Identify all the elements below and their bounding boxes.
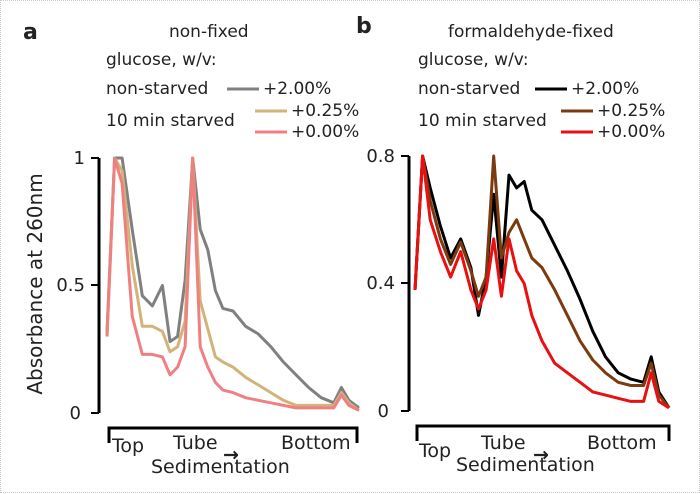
panel-b-x-bracket: [415, 424, 671, 441]
panel-a-legend-header: glucose, w/v:: [106, 50, 217, 70]
panel-b-letter: b: [356, 14, 372, 39]
y-axis-label: Absorbance at 260nm: [23, 173, 47, 394]
panel-b-xlabel-top: Top: [418, 440, 451, 462]
panel-b-ytick-0: 0: [378, 401, 389, 422]
panel-b-ytick-2: 0.8: [366, 146, 395, 167]
panel-b-ytick-1: 0.4: [366, 273, 395, 294]
panel-b-plot-area: [413, 154, 671, 410]
panel-a-xlabel-top: Top: [111, 435, 144, 457]
panel-b-group-starved: 10 min starved: [418, 111, 547, 131]
panel-a-x-bracket: [107, 426, 359, 443]
panel-a-series-025pct: [105, 156, 360, 412]
panel-a-ytick-0: 0: [70, 403, 81, 424]
panel-a-series-2pct: [105, 156, 360, 410]
panel-a-xlabel-sedimentation: Sedimentation: [151, 456, 290, 478]
panel-b-xlabel-bottom: Bottom: [587, 432, 657, 454]
panel-a-plot-area: [105, 156, 360, 412]
panel-b-legend-label-2pct: +2.00%: [571, 79, 639, 99]
panel-b-legend-label-025pct: +0.25%: [597, 101, 665, 121]
panel-a-legend-label-0pct: +0.00%: [291, 122, 359, 142]
panel-a-series-0pct: [105, 156, 360, 412]
panel-b-series-2pct: [413, 154, 671, 409]
panel-a-xlabel-tube: Tube: [172, 432, 218, 454]
panel-a-letter: a: [23, 20, 38, 45]
panel-b-series-0pct: [413, 154, 670, 410]
panel-b-xlabel-sedimentation: Sedimentation: [456, 454, 595, 476]
panel-b-series-025pct: [413, 154, 671, 409]
panel-a-legend-label-025pct: +0.25%: [291, 101, 359, 121]
panel-b-arrow: →: [533, 444, 549, 466]
panel-b-xlabel-tube: Tube: [480, 432, 526, 454]
panel-b-group-nonstarved: non-starved: [418, 79, 520, 99]
panel-a-xlabel-bottom: Bottom: [281, 432, 351, 454]
panel-a-group-starved: 10 min starved: [106, 111, 235, 131]
panel-b-legend-label-0pct: +0.00%: [597, 122, 665, 142]
panel-b-title: formaldehyde-fixed: [448, 22, 614, 42]
panel-b-legend-header: glucose, w/v:: [418, 50, 529, 70]
panel-a-title: non-fixed: [169, 22, 249, 42]
panel-a-ytick-2: 1: [74, 148, 85, 169]
panel-a-arrow: →: [223, 444, 239, 466]
panel-a-ytick-1: 0.5: [56, 275, 85, 296]
panel-a-group-nonstarved: non-starved: [106, 79, 208, 99]
panel-a-legend-label-2pct: +2.00%: [263, 79, 331, 99]
